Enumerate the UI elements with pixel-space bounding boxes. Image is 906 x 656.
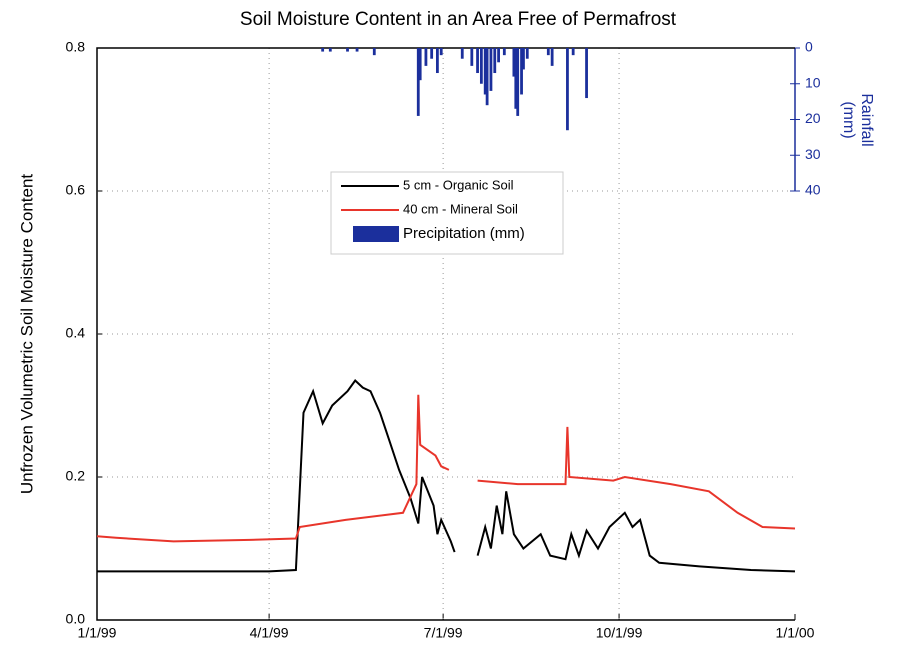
precip-bar (493, 48, 497, 74)
precip-bar (430, 48, 434, 59)
precip-bar (497, 48, 500, 63)
precip-bar (522, 48, 525, 70)
x-tick-label: 7/1/99 (424, 625, 463, 641)
legend-label: Precipitation (mm) (403, 225, 525, 242)
y-tick-label: 0.6 (66, 182, 86, 198)
legend-label: 40 cm - Mineral Soil (403, 201, 518, 216)
precip-bar (424, 48, 428, 66)
precip-bar (372, 48, 376, 56)
line-series (97, 378, 796, 573)
x-tick-label: 4/1/99 (250, 625, 289, 641)
precip-bar (546, 48, 550, 56)
precip-bar (346, 48, 349, 52)
y2-tick-label: 20 (805, 110, 821, 126)
precip-bar (525, 48, 529, 59)
y-tick-label: 0.4 (66, 325, 86, 341)
x-tick-label: 10/1/99 (596, 625, 643, 641)
precip-bar (483, 48, 487, 95)
precip-bar (328, 48, 332, 52)
precip-bar (512, 48, 516, 77)
precip-bar (321, 48, 325, 52)
y2-tick-label: 30 (805, 146, 821, 162)
precip-bar (520, 48, 523, 95)
precip-bar (571, 48, 575, 56)
precip-bar (514, 48, 518, 109)
precip-bar (485, 48, 489, 106)
x-tick-label: 1/1/00 (776, 625, 815, 641)
precip-bar (470, 48, 474, 66)
precip-bar (355, 48, 359, 52)
legend-label: 5 cm - Organic Soil (403, 177, 514, 192)
y-tick-label: 0.8 (66, 39, 86, 55)
y2-tick-label: 40 (805, 182, 821, 198)
precip-bar (476, 48, 479, 74)
precip-bar (439, 48, 443, 56)
y-axis-label: Unfrozen Volumetric Soil Moisture Conten… (17, 174, 36, 495)
precip-bar (416, 48, 420, 116)
y2-axis-label: (mm) (840, 101, 857, 138)
y2-axis-label: Rainfall (858, 93, 875, 146)
precip-bar (550, 48, 554, 66)
precip-bar (460, 48, 464, 59)
precip-bar (502, 48, 506, 56)
precip-bar (479, 48, 483, 84)
plot-frame (96, 47, 795, 621)
precip-bar (489, 48, 493, 91)
precip-bar (566, 48, 569, 131)
x-tick-label: 1/1/99 (78, 625, 117, 641)
precip-bar (418, 48, 422, 81)
y2-tick-label: 0 (805, 39, 813, 55)
y2-tick-label: 10 (805, 74, 821, 90)
precip-bar (585, 48, 588, 99)
chart-title: Soil Moisture Content in an Area Free of… (240, 9, 677, 30)
precip-bar (435, 48, 439, 74)
y-tick-label: 0.0 (66, 611, 86, 627)
legend-swatch (353, 226, 399, 242)
line-series (96, 394, 796, 543)
y-tick-label: 0.2 (66, 468, 86, 484)
precip-bar (516, 48, 520, 116)
